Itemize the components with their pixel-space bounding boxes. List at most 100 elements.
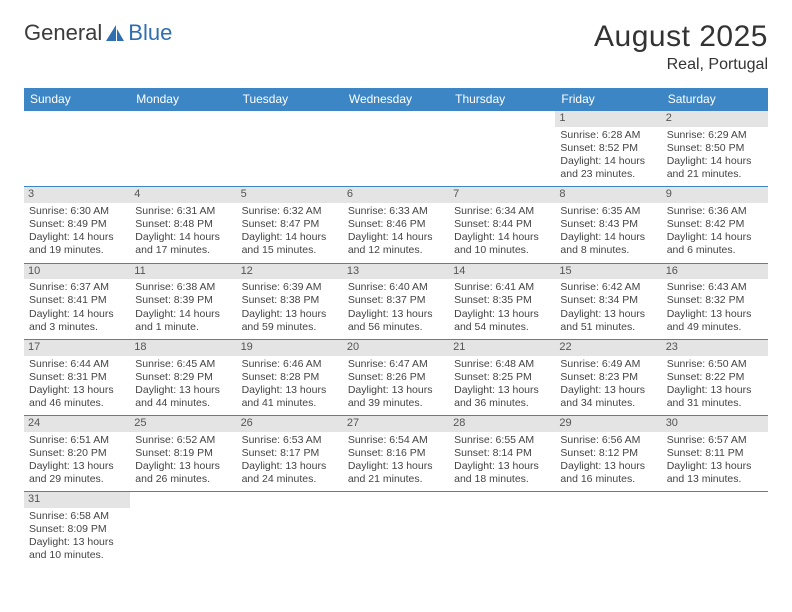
day-number: 26 (237, 416, 343, 432)
day-number: 25 (130, 416, 236, 432)
sunrise-line: Sunrise: 6:29 AM (667, 129, 763, 142)
sunrise-line: Sunrise: 6:47 AM (348, 358, 444, 371)
day-detail: Sunrise: 6:30 AMSunset: 8:49 PMDaylight:… (29, 205, 125, 258)
sunrise-line: Sunrise: 6:39 AM (242, 281, 338, 294)
sunset-line: Sunset: 8:14 PM (454, 447, 550, 460)
sunset-line: Sunset: 8:48 PM (135, 218, 231, 231)
day-detail: Sunrise: 6:32 AMSunset: 8:47 PMDaylight:… (242, 205, 338, 258)
day-detail: Sunrise: 6:40 AMSunset: 8:37 PMDaylight:… (348, 281, 444, 334)
brand-general: General (24, 20, 102, 46)
daylight-line: Daylight: 13 hours and 59 minutes. (242, 308, 338, 334)
day-detail: Sunrise: 6:42 AMSunset: 8:34 PMDaylight:… (560, 281, 656, 334)
calendar-table: SundayMondayTuesdayWednesdayThursdayFrid… (24, 88, 768, 568)
calendar-cell (237, 492, 343, 568)
sunrise-line: Sunrise: 6:45 AM (135, 358, 231, 371)
daylight-line: Daylight: 14 hours and 10 minutes. (454, 231, 550, 257)
day-detail: Sunrise: 6:48 AMSunset: 8:25 PMDaylight:… (454, 358, 550, 411)
calendar-cell: 16Sunrise: 6:43 AMSunset: 8:32 PMDayligh… (662, 263, 768, 339)
weekday-header: Wednesday (343, 88, 449, 111)
weekday-header: Thursday (449, 88, 555, 111)
sunset-line: Sunset: 8:34 PM (560, 294, 656, 307)
day-number: 27 (343, 416, 449, 432)
calendar-cell (449, 111, 555, 187)
sunset-line: Sunset: 8:16 PM (348, 447, 444, 460)
brand-logo: General Blue (24, 20, 172, 46)
weekday-header: Tuesday (237, 88, 343, 111)
sunset-line: Sunset: 8:38 PM (242, 294, 338, 307)
sunset-line: Sunset: 8:20 PM (29, 447, 125, 460)
sunrise-line: Sunrise: 6:56 AM (560, 434, 656, 447)
calendar-cell: 21Sunrise: 6:48 AMSunset: 8:25 PMDayligh… (449, 339, 555, 415)
day-detail: Sunrise: 6:47 AMSunset: 8:26 PMDaylight:… (348, 358, 444, 411)
sunset-line: Sunset: 8:44 PM (454, 218, 550, 231)
sunrise-line: Sunrise: 6:35 AM (560, 205, 656, 218)
sunrise-line: Sunrise: 6:57 AM (667, 434, 763, 447)
calendar-cell: 6Sunrise: 6:33 AMSunset: 8:46 PMDaylight… (343, 187, 449, 263)
sunset-line: Sunset: 8:29 PM (135, 371, 231, 384)
sunset-line: Sunset: 8:31 PM (29, 371, 125, 384)
daylight-line: Daylight: 13 hours and 24 minutes. (242, 460, 338, 486)
calendar-cell: 2 Sunrise: 6:29 AMSunset: 8:50 PMDaylight… (662, 111, 768, 187)
day-detail: Sunrise: 6:33 AMSunset: 8:46 PMDaylight:… (348, 205, 444, 258)
daylight-line: Daylight: 13 hours and 13 minutes. (667, 460, 763, 486)
daylight-line: Daylight: 13 hours and 29 minutes. (29, 460, 125, 486)
day-detail: Sunrise: 6:29 AMSunset: 8:50 PMDaylight:… (667, 129, 763, 182)
sunset-line: Sunset: 8:32 PM (667, 294, 763, 307)
day-number: 15 (555, 264, 661, 280)
day-detail: Sunrise: 6:57 AMSunset: 8:11 PMDaylight:… (667, 434, 763, 487)
day-detail: Sunrise: 6:51 AMSunset: 8:20 PMDaylight:… (29, 434, 125, 487)
sunrise-line: Sunrise: 6:44 AM (29, 358, 125, 371)
sunrise-line: Sunrise: 6:40 AM (348, 281, 444, 294)
sunrise-line: Sunrise: 6:31 AM (135, 205, 231, 218)
sunset-line: Sunset: 8:11 PM (667, 447, 763, 460)
title-block: August 2025 Real, Portugal (594, 20, 768, 74)
sunrise-line: Sunrise: 6:55 AM (454, 434, 550, 447)
day-number: 1 (555, 111, 661, 127)
day-number: 28 (449, 416, 555, 432)
calendar-cell: 11Sunrise: 6:38 AMSunset: 8:39 PMDayligh… (130, 263, 236, 339)
daylight-line: Daylight: 13 hours and 31 minutes. (667, 384, 763, 410)
sunset-line: Sunset: 8:50 PM (667, 142, 763, 155)
daylight-line: Daylight: 13 hours and 10 minutes. (29, 536, 125, 562)
sail-icon (104, 23, 126, 43)
day-detail: Sunrise: 6:53 AMSunset: 8:17 PMDaylight:… (242, 434, 338, 487)
sunrise-line: Sunrise: 6:42 AM (560, 281, 656, 294)
sunrise-line: Sunrise: 6:51 AM (29, 434, 125, 447)
calendar-cell (130, 111, 236, 187)
weekday-header: Monday (130, 88, 236, 111)
calendar-cell (343, 492, 449, 568)
sunrise-line: Sunrise: 6:43 AM (667, 281, 763, 294)
calendar-body: 1Sunrise: 6:28 AMSunset: 8:52 PMDaylight… (24, 111, 768, 568)
sunrise-line: Sunrise: 6:28 AM (560, 129, 656, 142)
calendar-cell (343, 111, 449, 187)
day-detail: Sunrise: 6:52 AMSunset: 8:19 PMDaylight:… (135, 434, 231, 487)
calendar-cell: 14Sunrise: 6:41 AMSunset: 8:35 PMDayligh… (449, 263, 555, 339)
sunset-line: Sunset: 8:41 PM (29, 294, 125, 307)
sunrise-line: Sunrise: 6:52 AM (135, 434, 231, 447)
day-number: 2 (662, 111, 768, 127)
day-number: 13 (343, 264, 449, 280)
calendar-cell: 26 Sunrise: 6:53 AMSunset: 8:17 PMDayligh… (237, 416, 343, 492)
day-detail: Sunrise: 6:46 AMSunset: 8:28 PMDaylight:… (242, 358, 338, 411)
daylight-line: Daylight: 13 hours and 16 minutes. (560, 460, 656, 486)
sunset-line: Sunset: 8:28 PM (242, 371, 338, 384)
calendar-row: 31Sunrise: 6:58 AMSunset: 8:09 PMDayligh… (24, 492, 768, 568)
calendar-cell (237, 111, 343, 187)
calendar-cell: 24Sunrise: 6:51 AMSunset: 8:20 PMDayligh… (24, 416, 130, 492)
sunset-line: Sunset: 8:19 PM (135, 447, 231, 460)
calendar-cell: 18Sunrise: 6:45 AMSunset: 8:29 PMDayligh… (130, 339, 236, 415)
day-number: 30 (662, 416, 768, 432)
daylight-line: Daylight: 14 hours and 3 minutes. (29, 308, 125, 334)
calendar-cell: 28Sunrise: 6:55 AMSunset: 8:14 PMDayligh… (449, 416, 555, 492)
weekday-header: Friday (555, 88, 661, 111)
sunset-line: Sunset: 8:52 PM (560, 142, 656, 155)
sunset-line: Sunset: 8:22 PM (667, 371, 763, 384)
day-number: 29 (555, 416, 661, 432)
day-number: 16 (662, 264, 768, 280)
sunset-line: Sunset: 8:49 PM (29, 218, 125, 231)
daylight-line: Daylight: 14 hours and 23 minutes. (560, 155, 656, 181)
day-number: 12 (237, 264, 343, 280)
day-number: 19 (237, 340, 343, 356)
sunset-line: Sunset: 8:37 PM (348, 294, 444, 307)
day-number: 10 (24, 264, 130, 280)
